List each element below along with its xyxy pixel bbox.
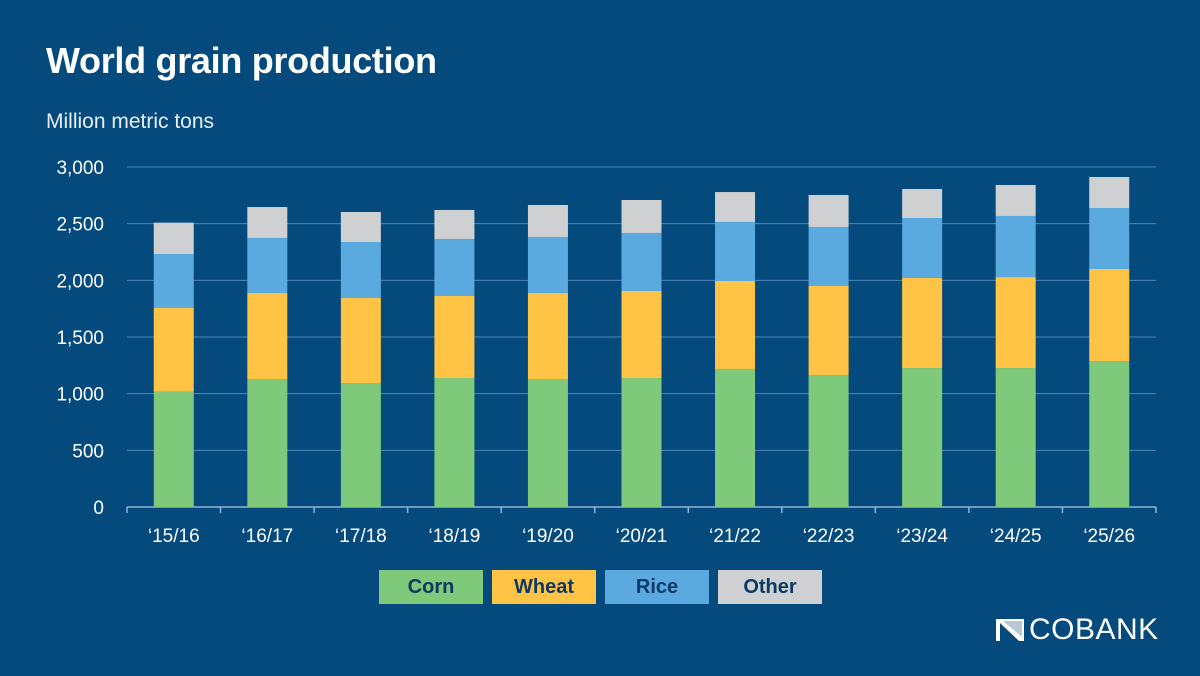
bar-segment-wheat xyxy=(153,307,194,392)
bar-segment-other xyxy=(527,204,568,238)
chart-title: World grain production xyxy=(46,40,437,81)
x-tick-label: ‘23/24 xyxy=(896,526,948,547)
bar-segment-rice xyxy=(434,238,475,296)
bar-segment-wheat xyxy=(808,286,849,375)
x-tick-label: ‘21/22 xyxy=(709,526,761,547)
bar-segment-rice xyxy=(247,237,288,294)
bar-segment-corn xyxy=(434,378,475,507)
y-tick-label: 1,000 xyxy=(56,385,104,406)
bar-segment-wheat xyxy=(527,293,568,380)
bar-segment-rice xyxy=(902,218,943,278)
y-tick-label: 1,500 xyxy=(56,328,104,349)
cobank-logo: COBANK xyxy=(995,613,1159,647)
x-tick-label: ‘20/21 xyxy=(616,526,668,547)
x-tick-label: ‘19/20 xyxy=(522,526,574,547)
y-tick-label: 3,000 xyxy=(56,158,104,179)
bar-segment-rice xyxy=(621,232,662,291)
bar-segment-other xyxy=(1089,176,1130,209)
cobank-logo-icon xyxy=(996,619,1024,641)
legend: Corn Wheat Rice Other xyxy=(379,570,822,604)
bar-segment-corn xyxy=(340,383,381,507)
bar-segment-rice xyxy=(1089,208,1130,269)
x-tick-label: ‘16/17 xyxy=(241,526,293,547)
y-tick-label: 2,000 xyxy=(56,271,104,292)
y-tick-label: 2,500 xyxy=(56,215,104,236)
x-tick-label: ‘22/23 xyxy=(803,526,855,547)
bar-segment-wheat xyxy=(434,295,475,379)
bar-segment-corn xyxy=(902,368,943,507)
bar-segment-wheat xyxy=(621,290,662,379)
bar-segment-corn xyxy=(995,368,1036,507)
bar-segment-corn xyxy=(808,374,849,507)
x-tick-label: ‘24/25 xyxy=(990,526,1042,547)
bar-segment-rice xyxy=(995,215,1036,278)
bar-segment-wheat xyxy=(715,281,756,369)
bar-segment-wheat xyxy=(1089,269,1130,362)
legend-item-other: Other xyxy=(718,570,822,604)
bar-segment-wheat xyxy=(340,298,381,384)
bar-segment-corn xyxy=(715,368,756,507)
bar-segment-rice xyxy=(808,226,849,286)
bar-segment-corn xyxy=(247,379,288,507)
logo-text: COBANK xyxy=(1029,613,1159,646)
legend-item-wheat: Wheat xyxy=(492,570,596,604)
bar-segment-other xyxy=(995,185,1036,216)
bar-segment-other xyxy=(715,192,756,222)
bar-segment-other xyxy=(621,199,662,233)
bar-segment-other xyxy=(902,188,943,218)
x-tick-label: ‘25/26 xyxy=(1083,526,1135,547)
bar-segment-corn xyxy=(1089,361,1130,507)
y-tick-label: 0 xyxy=(93,498,104,519)
bar-segment-other xyxy=(808,194,849,227)
bar-segment-wheat xyxy=(902,277,943,369)
bar-segment-other xyxy=(153,222,194,255)
x-tick-label: ‘15/16 xyxy=(148,526,200,547)
bar-segment-rice xyxy=(153,254,194,308)
y-tick-label: 500 xyxy=(72,441,104,462)
bar-segment-other xyxy=(434,209,475,239)
x-tick-label: ‘18/19 xyxy=(429,526,481,547)
bar-segment-corn xyxy=(153,391,194,507)
x-tick-label: ‘17/18 xyxy=(335,526,387,547)
bar-segment-rice xyxy=(715,221,756,282)
bar-segment-wheat xyxy=(995,277,1036,369)
legend-item-rice: Rice xyxy=(605,570,709,604)
bar-segment-rice xyxy=(527,237,568,294)
chart-subtitle: Million metric tons xyxy=(46,110,215,133)
bar-segment-corn xyxy=(527,379,568,507)
bar-segment-rice xyxy=(340,242,381,299)
legend-item-corn: Corn xyxy=(379,570,483,604)
bar-segment-other xyxy=(340,211,381,243)
bar-segment-corn xyxy=(621,378,662,507)
bar-segment-wheat xyxy=(247,293,288,380)
bar-segment-other xyxy=(247,207,288,238)
